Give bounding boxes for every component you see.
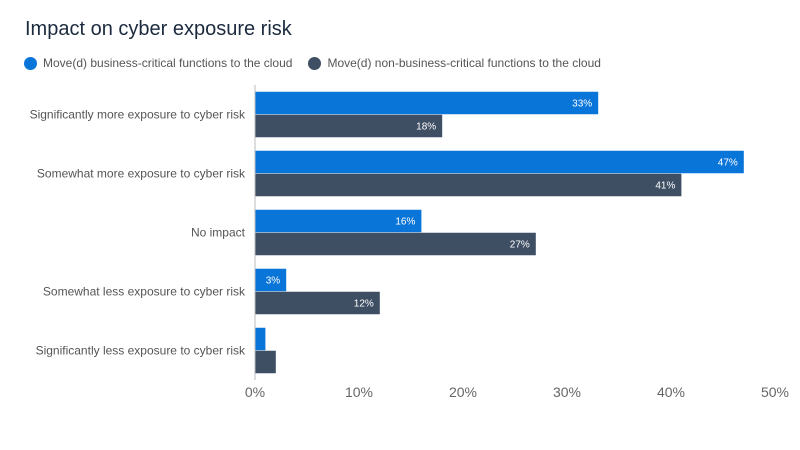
legend-label-business-critical: Move(d) business-critical functions to t… [43,56,293,70]
x-tick-label-0: 0% [245,384,265,400]
data-label-1-0: 18% [416,122,436,133]
data-label-0-2: 16% [395,217,415,228]
bar-1-1 [255,173,682,197]
category-label-4: Significantly less exposure to cyber ris… [36,343,246,357]
bar-1-3 [255,291,380,315]
bar-1-0 [255,114,443,138]
bar-0-3 [255,268,287,292]
category-label-1: Somewhat more exposure to cyber risk [37,166,246,180]
legend-swatch-business-critical [24,56,37,70]
bar-1-4 [255,350,276,374]
bar-0-4 [255,327,266,351]
data-label-1-1: 41% [655,181,675,192]
bar-0-0 [255,91,599,115]
category-label-3: Somewhat less exposure to cyber risk [43,284,246,298]
bar-0-1 [255,150,744,174]
x-tick-label-4: 40% [657,384,685,400]
data-label-0-1: 47% [718,158,738,169]
x-tick-label-2: 20% [449,384,477,400]
data-label-1-3: 12% [354,299,374,310]
category-label-0: Significantly more exposure to cyber ris… [30,107,246,121]
data-label-0-3: 3% [266,276,281,287]
legend-label-non-business-critical: Move(d) non-business-critical functions … [327,56,601,70]
legend-item-non-business-critical: Move(d) non-business-critical functions … [308,56,601,70]
legend-item-business-critical: Move(d) business-critical functions to t… [24,56,292,70]
chart-legend: Move(d) business-critical functions to t… [24,56,617,70]
x-tick-label-3: 30% [553,384,581,400]
chart-title: Impact on cyber exposure risk [25,18,292,40]
category-label-2: No impact [191,225,246,239]
x-tick-label-1: 10% [345,384,373,400]
data-label-1-2: 27% [510,240,530,251]
legend-swatch-non-business-critical [308,56,322,70]
bar-0-2 [255,209,422,233]
data-label-0-0: 33% [572,99,592,110]
x-tick-label-5: 50% [761,384,789,400]
bar-1-2 [255,232,536,256]
